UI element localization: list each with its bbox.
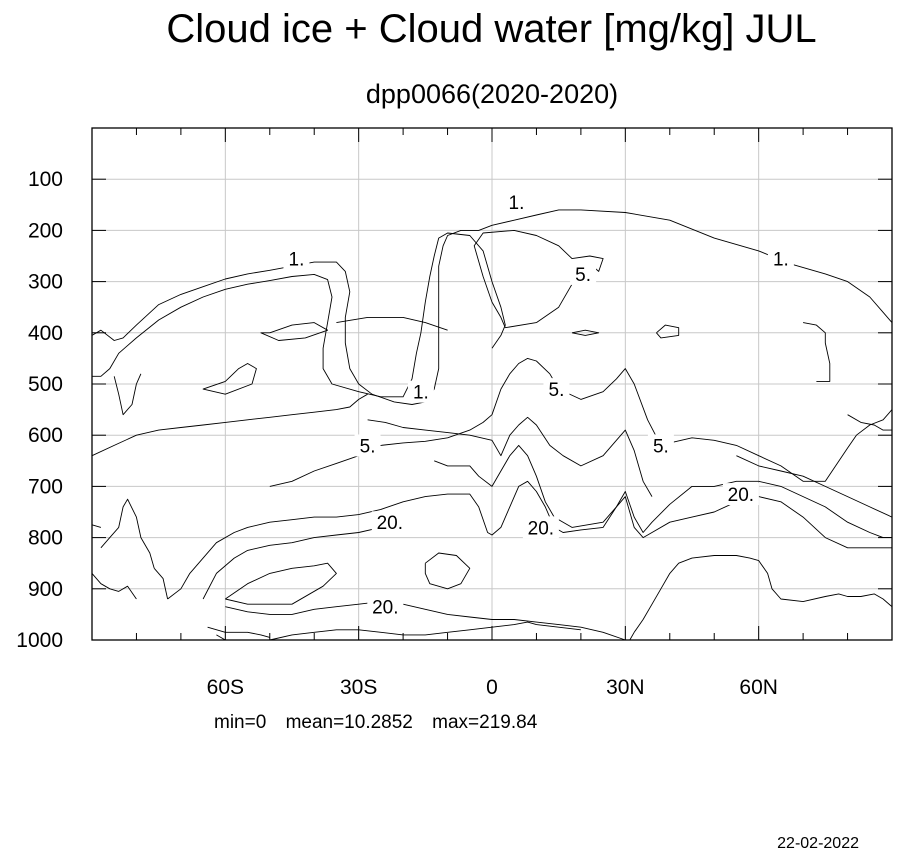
x-tick-label: 0 xyxy=(486,676,498,699)
contour-lines xyxy=(91,209,893,641)
x-tick-label: 30N xyxy=(606,676,645,699)
contour-line-20 xyxy=(269,629,404,641)
contour-line-20 xyxy=(153,568,169,600)
grid-lines xyxy=(92,128,892,641)
contour-line-1 xyxy=(260,322,329,341)
contour-line-20 xyxy=(225,601,626,641)
contour-label: 1. xyxy=(413,383,429,404)
contour-line-1 xyxy=(847,414,892,431)
contour-label-bg xyxy=(503,191,530,214)
chart-title: Cloud ice + Cloud water [mg/kg] JUL xyxy=(166,7,817,51)
contour-label-bg xyxy=(354,434,381,457)
y-tick-label: 800 xyxy=(28,527,63,550)
contour-line-1 xyxy=(113,373,142,416)
contour-line-1 xyxy=(656,324,680,339)
stat-min: min=0 xyxy=(214,712,267,733)
y-tick-label: 100 xyxy=(28,168,63,191)
contour-label-bg xyxy=(767,247,794,270)
contour-line-5 xyxy=(434,444,892,539)
contour-label-bg xyxy=(283,247,310,270)
contour-label-bg xyxy=(371,511,408,534)
y-tick-label: 700 xyxy=(28,475,63,498)
y-tick-label: 1000 xyxy=(16,629,63,652)
contour-label-bg xyxy=(367,595,404,618)
contour-line-1 xyxy=(92,232,506,398)
contour-line-1 xyxy=(91,209,893,405)
stat-mean: mean=10.2852 xyxy=(285,712,413,733)
x-tick-label: 60N xyxy=(739,676,778,699)
axis-ticks xyxy=(92,128,892,641)
date-stamp: 22-02-2022 xyxy=(777,835,859,852)
contour-label-bg xyxy=(570,262,597,285)
contour-line-1 xyxy=(571,329,600,336)
contour-line-20 xyxy=(207,626,270,638)
contour-line-20 xyxy=(167,480,892,600)
y-tick-label: 500 xyxy=(28,373,63,396)
contour-line-1 xyxy=(803,322,831,382)
contour-label: 5. xyxy=(575,265,591,286)
contour-label-bg xyxy=(543,378,570,401)
contour-label: 5. xyxy=(549,380,565,401)
contour-line-1 xyxy=(202,363,257,395)
contour-line-5 xyxy=(269,357,893,487)
stats-line: min=0 mean=10.2852 max=219.84 xyxy=(214,712,551,734)
contour-labels: 1. 1. 1. 1. 5. 5. 5. 5. 20. 20. 20. 20. xyxy=(283,191,794,619)
y-tick-label: 300 xyxy=(28,271,63,294)
contour-label: 5. xyxy=(360,436,376,457)
contour-line-20 xyxy=(225,562,337,605)
y-tick-label: 200 xyxy=(28,219,63,242)
y-tick-label: 900 xyxy=(28,578,63,601)
contour-line-5 xyxy=(736,455,893,518)
x-tick-label: 30S xyxy=(340,676,377,699)
contour-line-20 xyxy=(202,526,382,600)
contour-line-20 xyxy=(403,621,581,636)
contour-line-5 xyxy=(91,393,368,457)
contour-label: 5. xyxy=(653,436,669,457)
contour-label: 20. xyxy=(528,518,554,539)
axis-tick-labels: 60S 30S 0 30N 60N 100 200 300 400 500 600 700 800 900… xyxy=(16,168,778,699)
contour-label: 1. xyxy=(289,250,305,271)
contour-label: 1. xyxy=(773,250,789,271)
chart-subtitle: dpp0066(2020-2020) xyxy=(365,79,619,109)
contour-label-bg xyxy=(722,483,759,506)
contour-line-1 xyxy=(336,316,448,331)
contour-line-20 xyxy=(424,552,471,590)
contour-label: 20. xyxy=(372,598,398,619)
contour-label: 20. xyxy=(728,485,754,506)
contour-line-20 xyxy=(629,555,893,641)
contour-line-5 xyxy=(367,416,653,497)
contour-label: 1. xyxy=(509,193,525,214)
contour-label-bg xyxy=(522,516,559,539)
contour-label-bg xyxy=(647,434,674,457)
contour-line-20 xyxy=(100,498,155,569)
y-tick-label: 400 xyxy=(28,322,63,345)
contour-label: 20. xyxy=(377,513,403,534)
contour-line-20 xyxy=(91,524,102,528)
contour-line-20 xyxy=(91,573,137,600)
stat-max: max=219.84 xyxy=(432,712,538,733)
y-tick-label: 600 xyxy=(28,424,63,447)
contour-line-20 xyxy=(216,634,226,641)
x-tick-label: 60S xyxy=(207,676,244,699)
contour-label-bg xyxy=(407,380,434,403)
